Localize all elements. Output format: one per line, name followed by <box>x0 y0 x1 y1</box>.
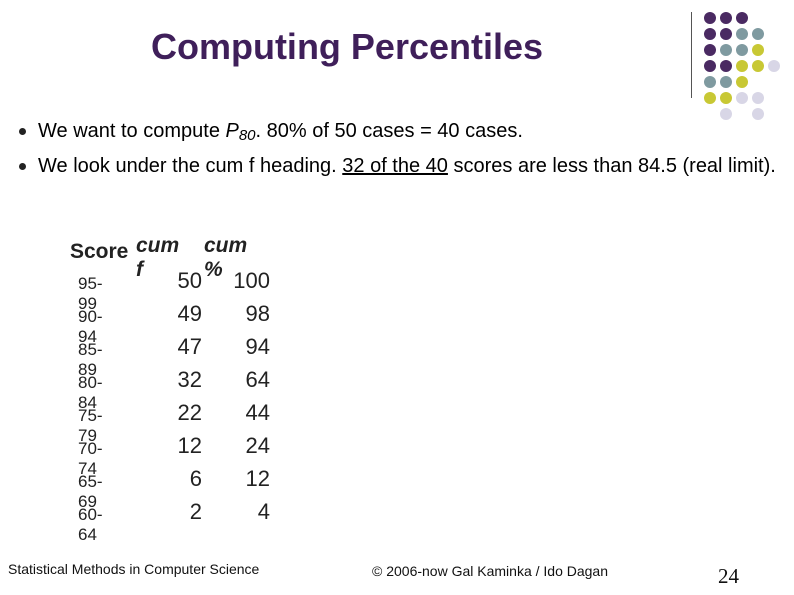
cell-cum-percent: 24 <box>245 433 270 458</box>
cell-cum-f: 47 <box>177 334 202 359</box>
decorative-dot <box>720 44 732 56</box>
decorative-dot <box>704 12 716 24</box>
bullet-item: We want to compute P80. 80% of 50 cases … <box>18 116 778 151</box>
footer-course: Statistical Methods in Computer Science <box>8 561 260 577</box>
bullet-text-part: We look under the cum f heading. <box>38 155 343 177</box>
decorative-dot <box>736 28 748 40</box>
cell-score: 95-99 <box>78 274 103 313</box>
header-cum-percent: cum % <box>204 234 248 281</box>
title-divider-line <box>691 12 692 98</box>
bullet-list: We want to compute P80. 80% of 50 cases … <box>18 116 778 182</box>
decorative-dot <box>704 76 716 88</box>
cell-cum-percent: 4 <box>257 499 270 524</box>
cell-cum-f: 12 <box>177 433 202 458</box>
decorative-dot <box>720 60 732 72</box>
cell-score: 75-79 <box>78 406 103 445</box>
decorative-dot <box>752 28 764 40</box>
decorative-dot <box>752 44 764 56</box>
cell-score: 85-89 <box>78 340 103 379</box>
bullet-dot-icon <box>19 128 26 135</box>
footer-copyright: © 2006-now Gal Kaminka / Ido Dagan <box>372 563 609 579</box>
cell-cum-percent: 44 <box>245 400 270 425</box>
bullet-text-part: We want to compute <box>38 120 226 142</box>
bullet-text-part: 80 <box>238 127 256 144</box>
cell-cum-f: 2 <box>189 499 202 524</box>
bullet-text: We look under the cum f heading. 32 of t… <box>38 151 778 182</box>
cell-cum-percent: 100 <box>233 268 270 293</box>
cell-cum-percent: 64 <box>245 367 270 392</box>
bullet-text-part: P <box>225 120 239 142</box>
header-score: Score <box>70 240 129 263</box>
page-number: 24 <box>718 564 739 588</box>
bullet-dot-icon <box>19 163 26 170</box>
cell-cum-f: 22 <box>177 400 202 425</box>
cell-score: 65-69 <box>78 472 103 511</box>
bullet-text-part: scores are less than 84.5 (real limit). <box>447 155 776 177</box>
bullet-item: We look under the cum f heading. 32 of t… <box>18 151 778 182</box>
cell-score: 90-94 <box>78 307 103 346</box>
cell-cum-percent: 12 <box>245 466 270 491</box>
cell-cum-f: 32 <box>177 367 202 392</box>
slide-title: Computing Percentiles <box>150 26 544 67</box>
decorative-dot <box>736 92 748 104</box>
cell-score: 60-64 <box>78 505 103 544</box>
decorative-dot <box>736 12 748 24</box>
decorative-dot <box>704 60 716 72</box>
decorative-dot <box>736 44 748 56</box>
decorative-dot <box>752 92 764 104</box>
header-cum-f: cum f <box>136 234 180 281</box>
decorative-dot <box>704 44 716 56</box>
decorative-dot <box>704 92 716 104</box>
cell-cum-f: 49 <box>177 301 202 326</box>
decorative-dot <box>768 60 780 72</box>
decorative-dot <box>720 92 732 104</box>
decorative-dot <box>704 28 716 40</box>
decorative-dot <box>720 76 732 88</box>
decorative-dot <box>736 60 748 72</box>
decorative-dot <box>720 12 732 24</box>
cell-cum-percent: 98 <box>245 301 270 326</box>
decorative-dot <box>752 60 764 72</box>
cell-cum-percent: 94 <box>245 334 270 359</box>
decorative-dot <box>736 76 748 88</box>
cell-cum-f: 6 <box>189 466 202 491</box>
cell-score: 80-84 <box>78 373 103 412</box>
bullet-text-part: 32 of the 40 <box>342 155 448 177</box>
cell-cum-f: 50 <box>177 268 202 293</box>
bullet-text-part: . 80% of 50 cases = 40 cases. <box>255 120 523 142</box>
decorative-dot <box>720 28 732 40</box>
cell-score: 70-74 <box>78 439 103 478</box>
bullet-text: We want to compute P80. 80% of 50 cases … <box>38 116 778 151</box>
